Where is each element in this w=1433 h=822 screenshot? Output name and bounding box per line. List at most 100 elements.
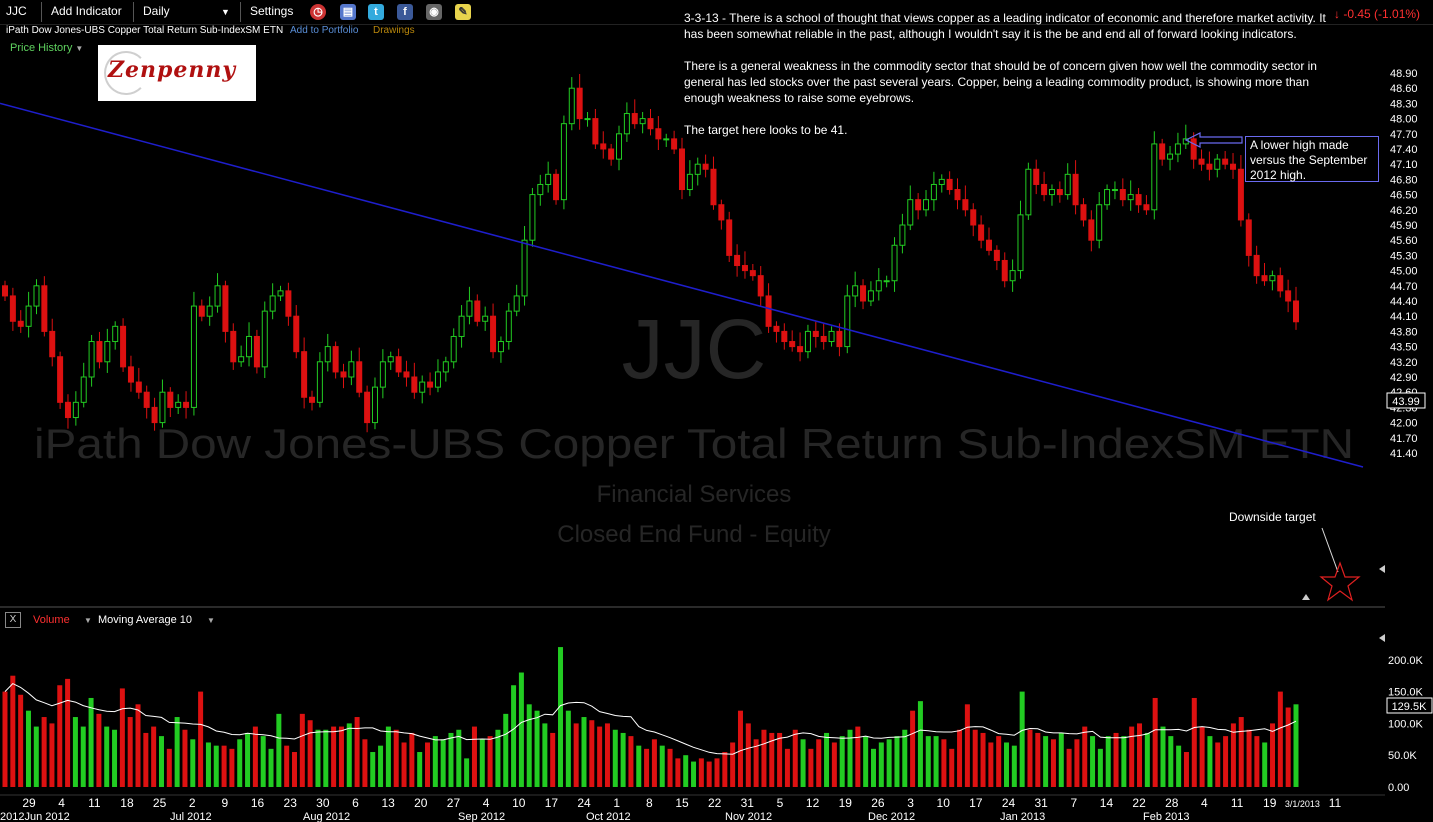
period-select[interactable]: Daily	[143, 4, 170, 18]
camera-icon[interactable]: ◉	[426, 4, 442, 20]
candle-body	[694, 163, 701, 175]
volume-bar	[284, 745, 290, 787]
candle-body	[631, 113, 638, 125]
price-tick-label: 44.10	[1390, 311, 1418, 323]
volume-bar	[777, 732, 783, 787]
settings-button[interactable]: Settings	[250, 4, 294, 18]
x-day-label: 2	[189, 796, 196, 810]
lower-high-annotation: A lower high made versus the September 2…	[1245, 136, 1379, 182]
volume-bar	[393, 729, 399, 787]
candle-body	[970, 209, 977, 226]
volume-bar	[1004, 742, 1010, 787]
chevron-down-icon[interactable]: ▼	[221, 7, 230, 17]
candle-body	[411, 376, 418, 393]
volume-bar	[784, 748, 790, 787]
facebook-icon[interactable]: f	[397, 4, 413, 20]
volume-bar	[119, 688, 125, 787]
portfolio-icon[interactable]: ▤	[340, 4, 356, 20]
volume-bar	[221, 745, 227, 787]
candle-body	[765, 295, 772, 327]
candle-body	[1072, 173, 1079, 206]
note-icon[interactable]: ✎	[455, 4, 471, 20]
add-indicator-button[interactable]: Add Indicator	[51, 4, 122, 18]
add-to-portfolio-link[interactable]: Add to Portfolio	[290, 25, 359, 36]
candle-body	[49, 330, 56, 358]
watermark: JJC iPath Dow Jones-UBS Copper Total Ret…	[34, 302, 1354, 548]
trendline[interactable]	[0, 102, 1364, 468]
commentary-paragraph: 3-3-13 - There is a school of thought th…	[684, 11, 1326, 41]
volume-bar	[698, 758, 704, 787]
volume-bar	[620, 732, 626, 787]
x-day-label: 5	[777, 796, 784, 810]
x-day-label: 4	[1201, 796, 1208, 810]
candle-body	[623, 113, 630, 135]
twitter-icon[interactable]: t	[368, 4, 384, 20]
candle-body	[749, 270, 756, 277]
price-tick-label: 41.40	[1390, 448, 1418, 460]
candle-body	[497, 341, 504, 353]
candle-body	[246, 335, 253, 358]
candle-body	[1001, 259, 1008, 282]
volume-bar	[49, 723, 55, 787]
volume-bar	[518, 672, 524, 787]
scroll-up-icon[interactable]	[1302, 594, 1310, 600]
candle-body	[560, 123, 567, 201]
volume-bar	[933, 736, 939, 787]
price-tick-label: 43.20	[1390, 357, 1418, 369]
x-day-label: 22	[1132, 796, 1146, 810]
volume-bar	[268, 748, 274, 787]
volume-bar	[174, 717, 180, 787]
symbol-label[interactable]: JJC	[6, 4, 27, 18]
candle-body	[600, 143, 607, 150]
candle-body	[875, 280, 882, 292]
x-day-label: 1	[613, 796, 620, 810]
candle-body	[844, 295, 851, 348]
x-day-label: 20	[414, 796, 428, 810]
price-history-menu[interactable]: Price History ▼	[10, 42, 83, 54]
volume-bar	[863, 736, 869, 787]
volume-bar	[1050, 739, 1056, 787]
scroll-left-icon[interactable]	[1379, 565, 1385, 573]
candle-body	[301, 351, 308, 398]
volume-bar	[417, 752, 423, 787]
candle-body	[789, 341, 796, 348]
logo-text: Zenpenny	[108, 57, 237, 83]
volume-bar	[72, 717, 78, 787]
scroll-left-icon[interactable]	[1379, 634, 1385, 642]
candle-body	[781, 330, 788, 343]
volume-bar	[589, 720, 595, 787]
volume-bar	[57, 685, 63, 787]
x-day-label: 24	[1002, 796, 1016, 810]
volume-bar	[362, 739, 368, 787]
candle-body	[1190, 138, 1197, 160]
watermark-symbol: JJC	[622, 302, 767, 396]
candle-body	[324, 346, 331, 363]
chevron-down-icon[interactable]: ▼	[84, 616, 92, 625]
volume-bar	[581, 717, 587, 787]
x-axis-days: 29 4 11 18 25 2 9 16 23 30 6 13 20 27 4 10 17 24 1 8 15 22 31 5…	[22, 796, 1341, 810]
moving-average-label[interactable]: Moving Average 10	[98, 614, 192, 626]
candle-body	[521, 239, 528, 297]
volume-bar	[1160, 726, 1166, 787]
alarm-clock-icon[interactable]: ◷	[310, 4, 326, 20]
volume-bar	[1270, 723, 1276, 787]
candle-body	[1017, 214, 1024, 272]
close-volume-icon[interactable]: X	[5, 612, 21, 628]
candle-body	[120, 325, 127, 368]
x-day-label: 19	[1263, 796, 1277, 810]
chevron-down-icon[interactable]: ▼	[207, 616, 215, 625]
candle-body	[1167, 153, 1174, 160]
candle-body	[1104, 189, 1111, 206]
candle-body	[671, 138, 678, 150]
volume-tick-label: 150.0K	[1388, 687, 1424, 699]
drawings-link[interactable]: Drawings	[373, 25, 415, 36]
volume-bar	[456, 729, 462, 787]
volume-bar	[1246, 729, 1252, 787]
volume-bar	[870, 748, 876, 787]
price-tick-label: 42.00	[1390, 418, 1418, 430]
volume-label[interactable]: Volume	[33, 614, 70, 626]
x-month-label: Oct 2012	[586, 811, 631, 822]
candle-body	[616, 133, 623, 160]
candle-body	[1041, 183, 1048, 196]
